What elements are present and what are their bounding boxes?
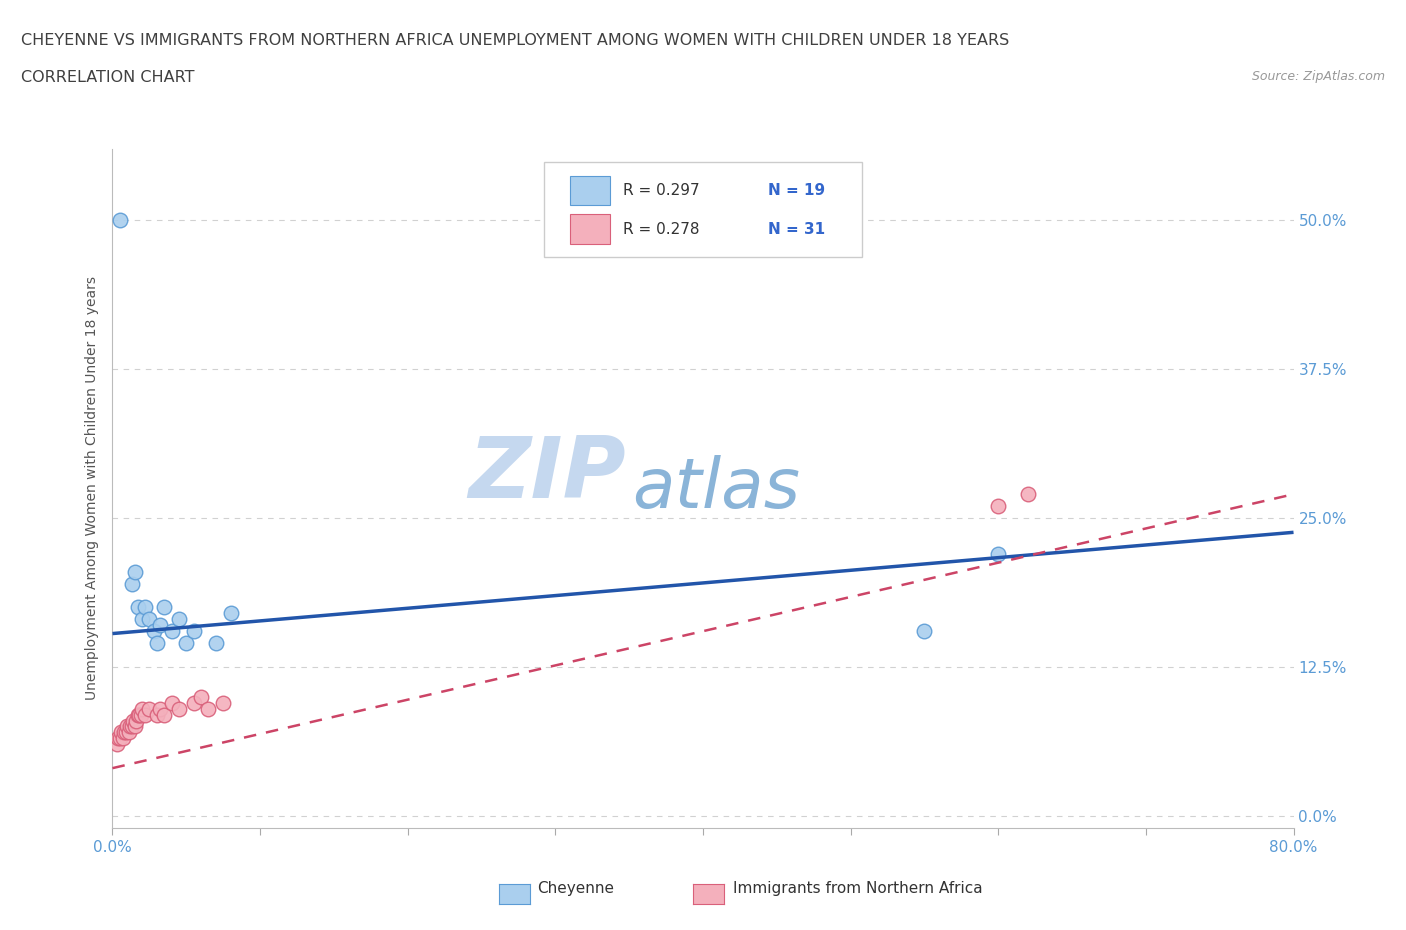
Text: N = 19: N = 19 [768, 183, 825, 198]
Point [174, 635, 197, 650]
Point [121, 576, 143, 591]
Point [1017, 486, 1039, 501]
Point [118, 725, 141, 740]
Point [134, 600, 156, 615]
Point [112, 725, 135, 740]
Point [146, 635, 169, 650]
Point [105, 737, 128, 751]
Text: N = 31: N = 31 [768, 222, 825, 237]
Point [987, 498, 1010, 513]
Text: R = 0.278: R = 0.278 [623, 222, 699, 237]
Point [149, 618, 172, 632]
Point [117, 719, 138, 734]
Point [149, 701, 172, 716]
Point [124, 565, 146, 579]
Point [138, 612, 160, 627]
Point [129, 707, 152, 722]
Point [190, 689, 212, 704]
Point [167, 701, 190, 716]
Point [219, 605, 242, 620]
Point [124, 719, 146, 734]
Y-axis label: Unemployment Among Women with Children Under 18 years: Unemployment Among Women with Children U… [86, 276, 100, 700]
Point [128, 707, 150, 722]
Point [153, 600, 176, 615]
FancyBboxPatch shape [569, 176, 610, 206]
Point [131, 612, 153, 627]
Point [125, 713, 148, 728]
Text: ZIP: ZIP [468, 433, 626, 516]
Point [138, 701, 160, 716]
Point [146, 707, 169, 722]
Point [142, 624, 165, 639]
FancyBboxPatch shape [569, 215, 610, 245]
Text: Cheyenne: Cheyenne [537, 881, 614, 896]
Point [108, 213, 131, 228]
Text: Immigrants from Northern Africa: Immigrants from Northern Africa [733, 881, 983, 896]
Point [205, 635, 228, 650]
Point [160, 696, 183, 711]
Point [114, 725, 136, 740]
Text: CHEYENNE VS IMMIGRANTS FROM NORTHERN AFRICA UNEMPLOYMENT AMONG WOMEN WITH CHILDR: CHEYENNE VS IMMIGRANTS FROM NORTHERN AFR… [21, 33, 1010, 47]
Point [153, 707, 176, 722]
Point [183, 696, 205, 711]
FancyBboxPatch shape [544, 163, 862, 258]
Point [987, 546, 1010, 561]
Point [121, 719, 143, 734]
Text: atlas: atlas [633, 455, 800, 522]
Text: CORRELATION CHART: CORRELATION CHART [21, 70, 194, 85]
Point [122, 713, 145, 728]
Point [167, 612, 190, 627]
Point [914, 624, 936, 639]
Point [134, 707, 156, 722]
Text: Source: ZipAtlas.com: Source: ZipAtlas.com [1251, 70, 1385, 83]
Point [127, 600, 149, 615]
Point [120, 719, 142, 734]
Text: R = 0.297: R = 0.297 [623, 183, 699, 198]
Point [197, 701, 219, 716]
Point [127, 707, 149, 722]
Point [107, 731, 129, 746]
Point [160, 624, 183, 639]
Point [111, 731, 134, 746]
Point [131, 701, 153, 716]
Point [110, 725, 132, 740]
Point [212, 696, 235, 711]
Point [183, 624, 205, 639]
Point [108, 731, 131, 746]
